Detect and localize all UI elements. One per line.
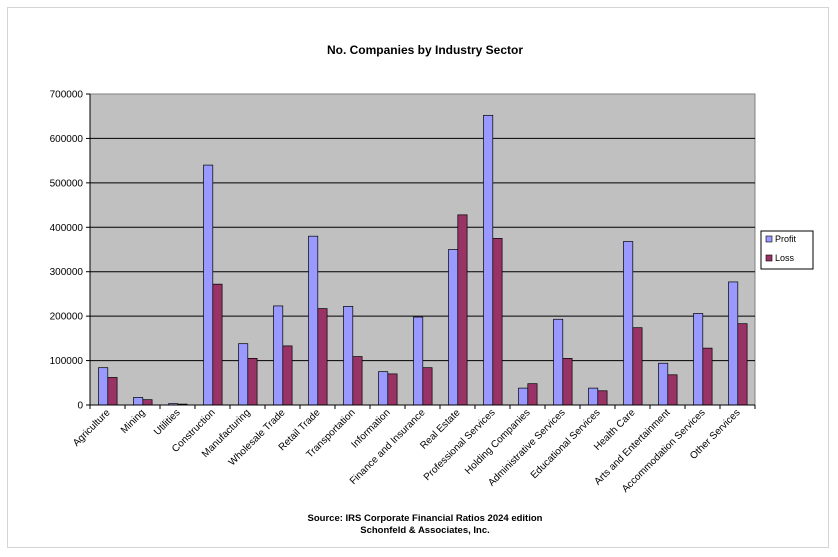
bar-profit bbox=[553, 318, 564, 406]
source-line-2: Schonfeld & Associates, Inc. bbox=[360, 525, 490, 536]
bar-loss bbox=[527, 383, 538, 406]
bar-profit bbox=[728, 281, 739, 406]
bar-loss bbox=[457, 214, 468, 406]
bar-profit bbox=[378, 371, 389, 406]
bar-loss bbox=[597, 390, 608, 406]
bar-profit bbox=[623, 241, 634, 406]
chart-frame: No. Companies by Industry Sector 0 100000… bbox=[7, 7, 829, 548]
y-tick-label: 200000 bbox=[50, 312, 84, 323]
gridlines bbox=[90, 137, 755, 362]
bar-loss bbox=[737, 323, 748, 406]
bar-profit bbox=[133, 397, 144, 406]
bar-profit bbox=[483, 114, 494, 406]
bar-chart: No. Companies by Industry Sector 0 100000… bbox=[50, 43, 814, 536]
bar-loss bbox=[562, 358, 573, 406]
x-tick-label: Mining bbox=[119, 407, 148, 436]
bar-loss bbox=[387, 373, 398, 406]
bar-profit bbox=[308, 235, 319, 406]
legend-label-loss: Loss bbox=[775, 253, 795, 263]
y-tick-label: 0 bbox=[77, 401, 83, 412]
bar-profit bbox=[273, 305, 284, 406]
x-tick-label: Agriculture bbox=[71, 407, 113, 449]
bar-profit bbox=[413, 316, 424, 406]
source-line-1: Source: IRS Corporate Financial Ratios 2… bbox=[308, 513, 543, 524]
bar-loss bbox=[702, 347, 713, 406]
bar-profit bbox=[448, 249, 459, 406]
bar-profit bbox=[588, 387, 599, 406]
bar-loss bbox=[352, 356, 363, 406]
y-tick-label: 500000 bbox=[50, 178, 84, 189]
bar-profit bbox=[203, 164, 214, 406]
bar-profit bbox=[238, 343, 249, 406]
bar-loss bbox=[632, 327, 643, 406]
bar-loss bbox=[247, 358, 258, 406]
bar-profit bbox=[98, 367, 109, 406]
x-tick-label: Holding Companies bbox=[463, 407, 532, 476]
bar-loss bbox=[667, 374, 678, 406]
y-tick-label: 300000 bbox=[50, 267, 84, 278]
y-tick-label: 400000 bbox=[50, 223, 84, 234]
bar-loss bbox=[422, 367, 433, 406]
legend-swatch-loss bbox=[765, 254, 773, 262]
bar-loss bbox=[107, 377, 118, 406]
legend-swatch-profit bbox=[765, 235, 773, 243]
bar-loss bbox=[282, 345, 293, 406]
bar-loss bbox=[317, 308, 328, 406]
y-axis: 0 100000 200000 300000 400000 500000 600000 700… bbox=[50, 90, 91, 412]
x-axis: Agriculture Mining UtilitiesConstructionMa… bbox=[71, 404, 756, 495]
legend: Profit Loss bbox=[760, 230, 814, 270]
bar-loss bbox=[492, 238, 503, 406]
bar-profit bbox=[343, 306, 354, 406]
x-tick-label: Utilities bbox=[152, 407, 183, 438]
chart-title: No. Companies by Industry Sector bbox=[327, 43, 523, 57]
y-tick-label: 700000 bbox=[50, 90, 84, 101]
legend-label-profit: Profit bbox=[775, 234, 797, 244]
y-tick-label: 100000 bbox=[50, 356, 84, 367]
bar-loss bbox=[212, 283, 223, 406]
bar-profit bbox=[693, 313, 704, 406]
bar-profit bbox=[658, 362, 669, 406]
y-tick-label: 600000 bbox=[50, 134, 84, 145]
bar-series bbox=[98, 114, 748, 406]
bar-profit bbox=[518, 387, 529, 406]
bar-loss bbox=[142, 399, 153, 406]
